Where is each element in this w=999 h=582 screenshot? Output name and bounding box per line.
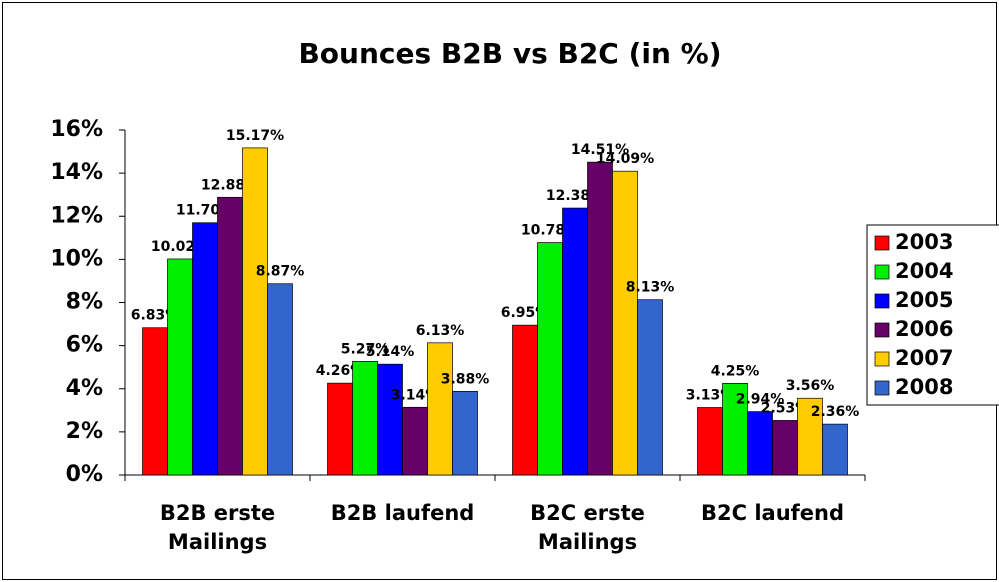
legend-label: 2005	[895, 288, 953, 312]
y-tick-label: 8%	[66, 290, 103, 315]
y-tick-label: 0%	[66, 462, 103, 487]
value-label: 4.25%	[711, 363, 760, 379]
legend-label: 2007	[895, 346, 953, 370]
value-label: 14.51%	[571, 142, 629, 158]
bar	[242, 147, 268, 476]
x-tick-label: B2C erste Mailings	[530, 501, 645, 554]
y-tick-label: 6%	[66, 333, 103, 358]
bar	[537, 242, 563, 476]
y-tick-label: 2%	[66, 419, 103, 444]
value-label: 5.27%	[341, 341, 390, 357]
value-label: 5.14%	[366, 344, 415, 360]
value-label: 4.26%	[316, 363, 365, 379]
x-tick-label: B2C laufend	[700, 501, 845, 525]
bar	[167, 258, 193, 476]
bar	[562, 207, 588, 476]
bar	[747, 411, 773, 476]
value-label: 14.09%	[596, 151, 654, 167]
legend-label: 2006	[895, 317, 953, 341]
value-label: 2.53%	[761, 400, 810, 416]
bar	[512, 324, 538, 476]
value-label: 2.36%	[811, 404, 860, 420]
x-tick-label: B2B laufend	[330, 501, 475, 525]
value-label: 8.87%	[256, 264, 305, 280]
bar	[427, 342, 453, 476]
bar	[637, 299, 663, 476]
chart-title: Bounces B2B vs B2C (in %)	[298, 37, 721, 70]
legend-label: 2003	[895, 230, 953, 254]
x-tick-label: B2B erste Mailings	[159, 501, 276, 554]
bar	[267, 283, 293, 476]
y-tick-label: 12%	[50, 203, 103, 228]
value-label: 3.88%	[441, 371, 490, 387]
y-tick-label: 16%	[50, 117, 103, 142]
bar	[142, 327, 168, 476]
legend-swatch	[874, 380, 890, 396]
bar	[377, 363, 403, 476]
bar	[352, 361, 378, 476]
bar	[612, 170, 638, 476]
legend-swatch	[874, 264, 890, 280]
bar	[797, 397, 823, 476]
value-label: 15.17%	[226, 128, 284, 144]
value-label: 2.94%	[736, 392, 785, 408]
value-label: 3.13%	[686, 388, 735, 404]
bar	[452, 390, 478, 476]
legend-box	[866, 224, 999, 406]
value-label: 6.95%	[501, 305, 550, 321]
legend-swatch	[874, 293, 890, 309]
value-label: 8.13%	[626, 280, 675, 296]
legend-label: 2008	[895, 375, 953, 399]
y-tick-label: 4%	[66, 376, 103, 401]
value-label: 3.14%	[391, 387, 440, 403]
value-label: 6.13%	[416, 323, 465, 339]
y-tick-label: 14%	[50, 160, 103, 185]
bar	[722, 383, 748, 476]
bar	[402, 406, 428, 476]
bar	[772, 420, 798, 476]
bar	[822, 423, 848, 476]
bar	[587, 161, 613, 476]
legend-label: 2004	[895, 259, 953, 283]
legend-swatch	[874, 235, 890, 251]
value-label: 6.83%	[131, 308, 180, 324]
bar	[217, 196, 243, 476]
y-tick-label: 10%	[50, 246, 103, 271]
bar	[697, 407, 723, 476]
value-label: 3.56%	[786, 378, 835, 394]
legend-swatch	[874, 351, 890, 367]
bar	[327, 382, 353, 476]
legend-swatch	[874, 322, 890, 338]
bar	[192, 222, 218, 476]
